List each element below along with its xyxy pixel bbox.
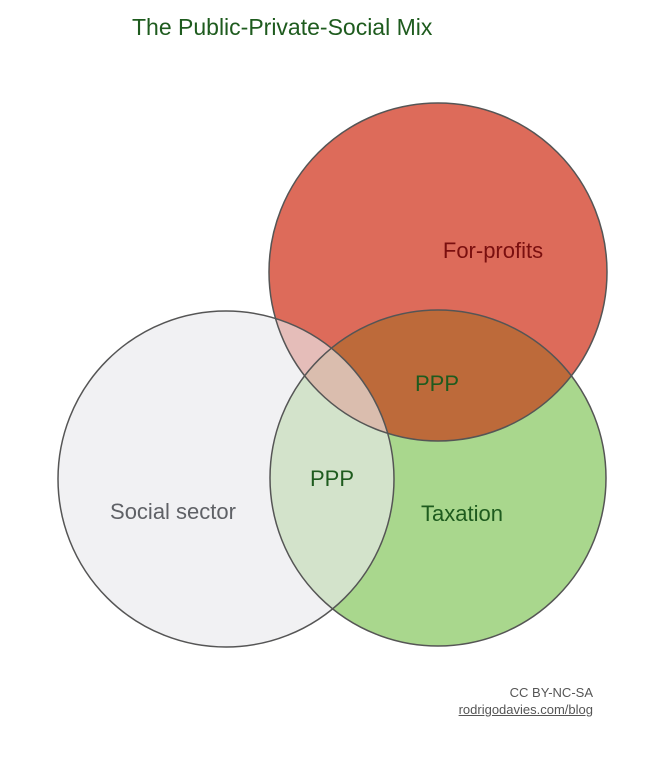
ppp-label-left: PPP: [310, 466, 354, 491]
ppp-label-top: PPP: [415, 371, 459, 396]
credits: CC BY-NC-SA rodrigodavies.com/blog: [459, 684, 593, 718]
license-text: CC BY-NC-SA: [509, 685, 593, 700]
for-profits-label: For-profits: [443, 238, 543, 263]
diagram-title: The Public-Private-Social Mix: [132, 14, 433, 40]
social-sector-label: Social sector: [110, 499, 236, 524]
social-sector-circle: [58, 311, 394, 647]
blog-link[interactable]: rodrigodavies.com/blog: [458, 702, 593, 717]
taxation-label: Taxation: [421, 501, 503, 526]
